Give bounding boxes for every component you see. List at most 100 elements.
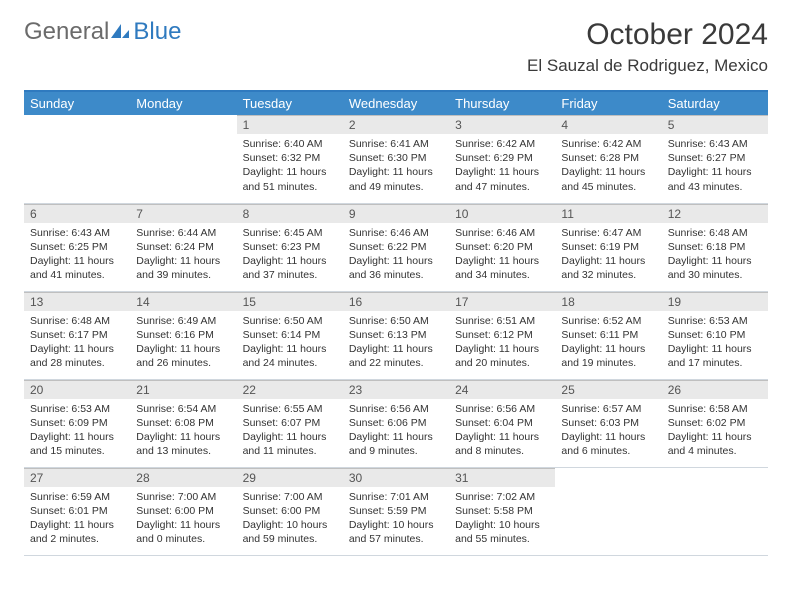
calendar-day-cell: 16Sunrise: 6:50 AMSunset: 6:13 PMDayligh…	[343, 291, 449, 379]
day-number: 13	[24, 292, 130, 311]
calendar-week-row: 27Sunrise: 6:59 AMSunset: 6:01 PMDayligh…	[24, 467, 768, 555]
day-number: 12	[662, 204, 768, 223]
day-number: 4	[555, 115, 661, 134]
calendar-day-cell: 17Sunrise: 6:51 AMSunset: 6:12 PMDayligh…	[449, 291, 555, 379]
calendar-header-row: SundayMondayTuesdayWednesdayThursdayFrid…	[24, 91, 768, 115]
day-details: Sunrise: 6:46 AMSunset: 6:20 PMDaylight:…	[449, 223, 555, 289]
day-number: 27	[24, 468, 130, 487]
day-details: Sunrise: 6:57 AMSunset: 6:03 PMDaylight:…	[555, 399, 661, 465]
calendar-week-row: 1Sunrise: 6:40 AMSunset: 6:32 PMDaylight…	[24, 115, 768, 203]
page-header: General Blue October 2024 El Sauzal de R…	[24, 18, 768, 76]
day-details: Sunrise: 6:56 AMSunset: 6:04 PMDaylight:…	[449, 399, 555, 465]
calendar-day-cell: 3Sunrise: 6:42 AMSunset: 6:29 PMDaylight…	[449, 115, 555, 203]
calendar-day-cell: 15Sunrise: 6:50 AMSunset: 6:14 PMDayligh…	[237, 291, 343, 379]
calendar-day-cell	[130, 115, 236, 203]
day-details: Sunrise: 6:48 AMSunset: 6:18 PMDaylight:…	[662, 223, 768, 289]
day-number: 2	[343, 115, 449, 134]
day-details: Sunrise: 6:43 AMSunset: 6:25 PMDaylight:…	[24, 223, 130, 289]
day-details: Sunrise: 6:43 AMSunset: 6:27 PMDaylight:…	[662, 134, 768, 200]
brand-part1: General	[24, 18, 109, 46]
day-details: Sunrise: 6:41 AMSunset: 6:30 PMDaylight:…	[343, 134, 449, 200]
month-title: October 2024	[527, 18, 768, 52]
day-number: 7	[130, 204, 236, 223]
calendar-day-cell: 12Sunrise: 6:48 AMSunset: 6:18 PMDayligh…	[662, 203, 768, 291]
day-number: 23	[343, 380, 449, 399]
day-number: 16	[343, 292, 449, 311]
day-details: Sunrise: 6:42 AMSunset: 6:29 PMDaylight:…	[449, 134, 555, 200]
day-number: 22	[237, 380, 343, 399]
calendar-day-cell: 24Sunrise: 6:56 AMSunset: 6:04 PMDayligh…	[449, 379, 555, 467]
day-details: Sunrise: 7:00 AMSunset: 6:00 PMDaylight:…	[130, 487, 236, 553]
day-details: Sunrise: 6:53 AMSunset: 6:10 PMDaylight:…	[662, 311, 768, 377]
day-details: Sunrise: 6:50 AMSunset: 6:14 PMDaylight:…	[237, 311, 343, 377]
day-number: 25	[555, 380, 661, 399]
day-details: Sunrise: 6:55 AMSunset: 6:07 PMDaylight:…	[237, 399, 343, 465]
day-number: 9	[343, 204, 449, 223]
calendar-day-cell: 29Sunrise: 7:00 AMSunset: 6:00 PMDayligh…	[237, 467, 343, 555]
calendar-day-cell: 25Sunrise: 6:57 AMSunset: 6:03 PMDayligh…	[555, 379, 661, 467]
calendar-day-cell: 21Sunrise: 6:54 AMSunset: 6:08 PMDayligh…	[130, 379, 236, 467]
weekday-header: Sunday	[24, 91, 130, 115]
calendar-page: General Blue October 2024 El Sauzal de R…	[0, 0, 792, 574]
day-number: 29	[237, 468, 343, 487]
day-number: 21	[130, 380, 236, 399]
brand-part2: Blue	[133, 18, 181, 46]
day-details: Sunrise: 6:45 AMSunset: 6:23 PMDaylight:…	[237, 223, 343, 289]
weekday-header: Tuesday	[237, 91, 343, 115]
calendar-day-cell: 5Sunrise: 6:43 AMSunset: 6:27 PMDaylight…	[662, 115, 768, 203]
calendar-day-cell: 10Sunrise: 6:46 AMSunset: 6:20 PMDayligh…	[449, 203, 555, 291]
calendar-day-cell: 27Sunrise: 6:59 AMSunset: 6:01 PMDayligh…	[24, 467, 130, 555]
day-details: Sunrise: 6:47 AMSunset: 6:19 PMDaylight:…	[555, 223, 661, 289]
day-details: Sunrise: 6:51 AMSunset: 6:12 PMDaylight:…	[449, 311, 555, 377]
calendar-day-cell: 19Sunrise: 6:53 AMSunset: 6:10 PMDayligh…	[662, 291, 768, 379]
calendar-body: 1Sunrise: 6:40 AMSunset: 6:32 PMDaylight…	[24, 115, 768, 555]
location-text: El Sauzal de Rodriguez, Mexico	[527, 56, 768, 76]
day-number: 10	[449, 204, 555, 223]
calendar-table: SundayMondayTuesdayWednesdayThursdayFrid…	[24, 90, 768, 556]
day-details: Sunrise: 6:40 AMSunset: 6:32 PMDaylight:…	[237, 134, 343, 200]
logo-sail-icon	[109, 22, 131, 42]
day-details: Sunrise: 7:02 AMSunset: 5:58 PMDaylight:…	[449, 487, 555, 553]
calendar-day-cell: 28Sunrise: 7:00 AMSunset: 6:00 PMDayligh…	[130, 467, 236, 555]
day-details: Sunrise: 6:58 AMSunset: 6:02 PMDaylight:…	[662, 399, 768, 465]
day-number: 30	[343, 468, 449, 487]
calendar-day-cell	[24, 115, 130, 203]
calendar-day-cell: 6Sunrise: 6:43 AMSunset: 6:25 PMDaylight…	[24, 203, 130, 291]
day-number: 17	[449, 292, 555, 311]
day-details: Sunrise: 7:01 AMSunset: 5:59 PMDaylight:…	[343, 487, 449, 553]
day-details: Sunrise: 6:46 AMSunset: 6:22 PMDaylight:…	[343, 223, 449, 289]
brand-logo: General Blue	[24, 18, 181, 46]
calendar-day-cell: 18Sunrise: 6:52 AMSunset: 6:11 PMDayligh…	[555, 291, 661, 379]
calendar-day-cell: 23Sunrise: 6:56 AMSunset: 6:06 PMDayligh…	[343, 379, 449, 467]
weekday-header: Monday	[130, 91, 236, 115]
day-number: 18	[555, 292, 661, 311]
calendar-day-cell: 22Sunrise: 6:55 AMSunset: 6:07 PMDayligh…	[237, 379, 343, 467]
calendar-day-cell: 30Sunrise: 7:01 AMSunset: 5:59 PMDayligh…	[343, 467, 449, 555]
day-details: Sunrise: 6:59 AMSunset: 6:01 PMDaylight:…	[24, 487, 130, 553]
weekday-header: Friday	[555, 91, 661, 115]
weekday-header: Wednesday	[343, 91, 449, 115]
calendar-week-row: 13Sunrise: 6:48 AMSunset: 6:17 PMDayligh…	[24, 291, 768, 379]
calendar-week-row: 20Sunrise: 6:53 AMSunset: 6:09 PMDayligh…	[24, 379, 768, 467]
day-number: 14	[130, 292, 236, 311]
calendar-day-cell: 7Sunrise: 6:44 AMSunset: 6:24 PMDaylight…	[130, 203, 236, 291]
calendar-day-cell: 26Sunrise: 6:58 AMSunset: 6:02 PMDayligh…	[662, 379, 768, 467]
weekday-header: Saturday	[662, 91, 768, 115]
calendar-day-cell: 11Sunrise: 6:47 AMSunset: 6:19 PMDayligh…	[555, 203, 661, 291]
day-number: 20	[24, 380, 130, 399]
day-details: Sunrise: 6:48 AMSunset: 6:17 PMDaylight:…	[24, 311, 130, 377]
day-details: Sunrise: 6:42 AMSunset: 6:28 PMDaylight:…	[555, 134, 661, 200]
calendar-day-cell: 14Sunrise: 6:49 AMSunset: 6:16 PMDayligh…	[130, 291, 236, 379]
day-details: Sunrise: 6:54 AMSunset: 6:08 PMDaylight:…	[130, 399, 236, 465]
calendar-day-cell: 8Sunrise: 6:45 AMSunset: 6:23 PMDaylight…	[237, 203, 343, 291]
day-details: Sunrise: 7:00 AMSunset: 6:00 PMDaylight:…	[237, 487, 343, 553]
day-number: 11	[555, 204, 661, 223]
title-block: October 2024 El Sauzal de Rodriguez, Mex…	[527, 18, 768, 76]
day-number: 19	[662, 292, 768, 311]
day-number: 6	[24, 204, 130, 223]
calendar-day-cell: 31Sunrise: 7:02 AMSunset: 5:58 PMDayligh…	[449, 467, 555, 555]
calendar-day-cell: 2Sunrise: 6:41 AMSunset: 6:30 PMDaylight…	[343, 115, 449, 203]
day-details: Sunrise: 6:56 AMSunset: 6:06 PMDaylight:…	[343, 399, 449, 465]
day-number: 8	[237, 204, 343, 223]
day-number: 31	[449, 468, 555, 487]
